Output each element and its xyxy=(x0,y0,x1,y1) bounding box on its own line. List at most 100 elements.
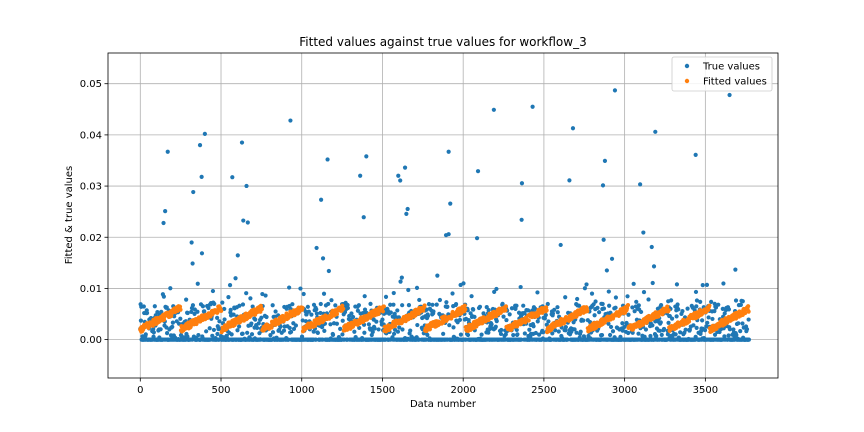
true-value-point xyxy=(239,140,245,145)
true-value-point xyxy=(525,308,531,313)
true-value-point xyxy=(643,327,649,332)
fitted-value-point xyxy=(269,325,274,330)
fitted-value-point xyxy=(334,311,340,317)
true-value-point xyxy=(376,327,381,332)
true-value-point xyxy=(651,264,657,269)
true-value-point xyxy=(164,331,170,336)
true-value-point xyxy=(515,332,520,337)
true-value-point xyxy=(661,326,667,332)
true-value-point xyxy=(693,152,698,157)
true-value-point xyxy=(318,310,323,316)
x-axis-label: Data number xyxy=(410,399,477,410)
true-value-point xyxy=(731,327,736,332)
true-value-point xyxy=(726,333,731,338)
true-value-point xyxy=(368,301,373,306)
true-value-point xyxy=(306,309,311,314)
true-value-point xyxy=(704,282,710,287)
true-values-series xyxy=(138,88,752,342)
true-value-point xyxy=(235,253,240,258)
true-value-point xyxy=(237,303,242,308)
true-value-point xyxy=(431,309,436,314)
true-value-point xyxy=(674,282,680,287)
fitted-value-point xyxy=(746,304,751,309)
true-value-point xyxy=(388,302,393,307)
true-value-point xyxy=(709,299,714,304)
legend: True values Fitted values xyxy=(671,56,773,92)
true-value-point xyxy=(362,330,367,335)
true-value-point xyxy=(366,322,371,327)
true-value-point xyxy=(426,302,432,307)
true-value-point xyxy=(613,305,618,310)
true-value-point xyxy=(240,331,245,336)
true-value-point xyxy=(511,332,516,338)
true-value-point xyxy=(278,324,283,329)
true-value-point xyxy=(249,321,254,326)
true-value-point xyxy=(195,309,200,314)
true-value-point xyxy=(264,314,269,320)
true-value-point xyxy=(245,220,250,225)
true-value-point xyxy=(399,275,404,280)
true-value-point xyxy=(518,284,523,290)
y-tick-label: 0.01 xyxy=(80,284,102,295)
true-value-point xyxy=(727,92,732,98)
true-value-point xyxy=(217,319,222,324)
true-value-point xyxy=(395,308,400,313)
fitted-value-point xyxy=(526,318,531,323)
true-value-point xyxy=(391,302,396,307)
true-value-point xyxy=(338,326,343,331)
true-value-point xyxy=(581,318,586,323)
true-value-point xyxy=(601,237,606,242)
true-value-point xyxy=(706,315,711,320)
y-tick-label: 0.02 xyxy=(80,233,102,244)
true-value-point xyxy=(494,286,499,292)
true-value-point xyxy=(632,309,637,314)
true-value-point xyxy=(493,324,498,329)
true-value-point xyxy=(230,175,235,180)
true-value-point xyxy=(222,317,227,322)
true-value-point xyxy=(740,299,745,304)
true-value-point xyxy=(446,149,451,154)
true-value-point xyxy=(204,329,209,334)
true-value-point xyxy=(211,327,217,333)
true-value-point xyxy=(649,244,654,250)
true-value-point xyxy=(738,328,743,334)
fitted-value-point xyxy=(503,304,509,309)
true-value-point xyxy=(543,312,548,318)
true-value-point xyxy=(189,240,194,245)
true-value-point xyxy=(345,305,351,311)
true-value-point xyxy=(447,323,452,328)
true-value-point xyxy=(444,300,449,305)
true-value-point xyxy=(391,290,396,296)
true-value-point xyxy=(245,330,250,335)
true-value-point xyxy=(325,157,330,162)
true-value-point xyxy=(721,281,726,286)
true-value-point xyxy=(374,319,379,324)
true-value-point xyxy=(445,304,450,309)
true-value-point xyxy=(461,281,466,286)
true-value-point xyxy=(475,169,481,174)
true-value-point xyxy=(314,311,320,316)
true-value-point xyxy=(610,329,616,334)
true-value-point xyxy=(152,304,157,309)
true-value-point xyxy=(733,267,738,272)
legend-label-fitted: Fitted values xyxy=(703,77,767,88)
true-value-point xyxy=(361,215,366,220)
true-value-point xyxy=(469,294,474,299)
true-value-point xyxy=(499,327,504,333)
true-value-point xyxy=(712,309,717,314)
true-value-point xyxy=(613,295,619,300)
true-value-point xyxy=(519,337,524,342)
true-value-point xyxy=(612,88,618,93)
true-value-point xyxy=(595,305,600,310)
true-value-point xyxy=(607,332,613,338)
true-value-point xyxy=(726,307,732,312)
true-value-point xyxy=(659,332,664,337)
fitted-value-point xyxy=(392,324,398,329)
true-value-point xyxy=(315,330,320,336)
true-value-point xyxy=(545,301,550,307)
true-value-point xyxy=(658,320,663,325)
true-value-point xyxy=(210,333,215,338)
true-value-point xyxy=(552,307,557,312)
true-value-point xyxy=(746,337,752,342)
fitted-value-point xyxy=(219,308,224,313)
